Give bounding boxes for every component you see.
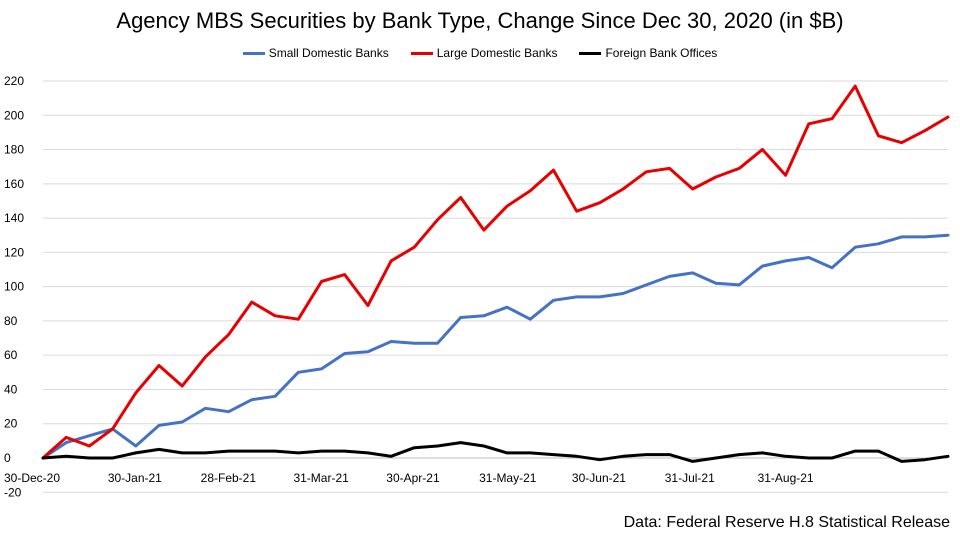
legend-label-large-domestic-banks: Large Domestic Banks — [436, 46, 558, 60]
x-tick-label: 31-Jul-21 — [665, 471, 715, 485]
y-tick-label: 60 — [4, 348, 18, 362]
y-tick-label: 180 — [4, 143, 24, 157]
x-tick-label: 31-Mar-21 — [293, 471, 349, 485]
legend-item-small-domestic-banks: Small Domestic Banks — [242, 46, 389, 60]
y-tick-label: 100 — [4, 280, 24, 294]
y-tick-label: 80 — [4, 314, 18, 328]
y-tick-label: 40 — [4, 382, 18, 396]
series-line-large-domestic-banks — [41, 84, 950, 460]
legend-label-foreign-bank-offices: Foreign Bank Offices — [605, 46, 718, 60]
legend-item-large-domestic-banks: Large Domestic Banks — [410, 46, 558, 60]
legend-swatch-large-domestic-banks — [410, 51, 433, 55]
x-tick-label: 28-Feb-21 — [201, 471, 257, 485]
y-tick-label: 120 — [4, 245, 24, 259]
legend-item-foreign-bank-offices: Foreign Bank Offices — [579, 46, 717, 60]
source-note: Data: Federal Reserve H.8 Statistical Re… — [623, 514, 950, 531]
y-tick-label: 160 — [4, 177, 24, 191]
chart-title: Agency MBS Securities by Bank Type, Chan… — [116, 8, 844, 33]
y-tick-label: -20 — [4, 485, 22, 499]
x-tick-label: 30-Jun-21 — [572, 471, 626, 485]
y-tick-label: 200 — [4, 108, 24, 122]
legend: Small Domestic Banks Large Domestic Bank… — [0, 46, 960, 60]
y-tick-label: 140 — [4, 211, 24, 225]
x-tick-label: 30-Apr-21 — [386, 471, 440, 485]
legend-swatch-foreign-bank-offices — [579, 51, 602, 55]
x-tick-label: 30-Jan-21 — [108, 471, 162, 485]
y-tick-label: 220 — [4, 74, 24, 88]
legend-label-small-domestic-banks: Small Domestic Banks — [268, 46, 389, 60]
legend-swatch-small-domestic-banks — [242, 51, 265, 55]
x-tick-label: 30-Dec-20 — [4, 471, 60, 485]
x-tick-label: 31-Aug-21 — [758, 471, 814, 485]
y-tick-label: 20 — [4, 417, 18, 431]
y-tick-label: 0 — [4, 451, 11, 465]
series-line-small-domestic-banks — [41, 233, 950, 460]
x-tick-label: 31-May-21 — [479, 471, 537, 485]
series-line-foreign-bank-offices — [41, 441, 950, 463]
